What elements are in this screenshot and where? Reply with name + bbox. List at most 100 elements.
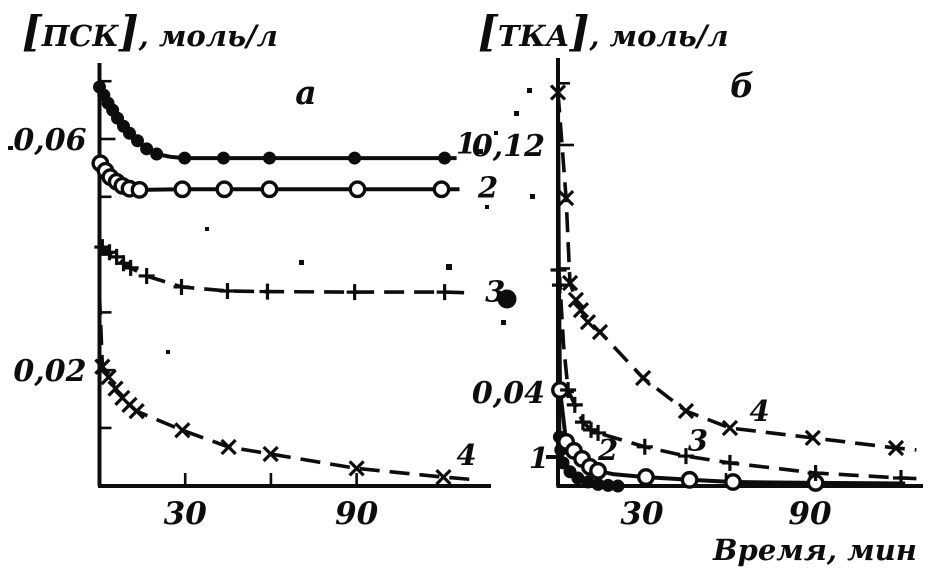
plus-marker [219, 282, 236, 299]
filled-circle-marker [601, 478, 615, 492]
plus-marker [583, 421, 600, 438]
y-axis-title-part: , моль/л [588, 19, 728, 53]
cross-marker [567, 291, 585, 309]
ink-blob [497, 289, 517, 309]
filled-circle-marker [140, 142, 154, 156]
open-circle-marker [260, 180, 279, 199]
curve-label-b-3: 3 [688, 423, 708, 457]
cross-marker [348, 460, 365, 477]
filled-circle-marker [438, 151, 452, 165]
filled-circle-marker [178, 151, 192, 165]
open-circle-marker [130, 180, 149, 199]
curve-label-a-4: 4 [457, 438, 477, 472]
scan-speck [501, 320, 506, 325]
plus-marker [566, 396, 583, 413]
y-axis-title-part: [ [478, 7, 499, 56]
cross-marker [677, 402, 695, 420]
y-tick-label: 0,04 [472, 376, 545, 411]
filled-circle-marker [216, 151, 230, 165]
open-circle-marker [348, 180, 367, 199]
scan-speck [205, 227, 209, 231]
cross-marker [549, 84, 567, 101]
series-b-3-markers [550, 261, 909, 486]
plus-marker [138, 267, 155, 284]
y-axis-title-part: , моль/л [138, 19, 278, 53]
open-circle-marker [173, 180, 192, 199]
filled-circle-marker [591, 477, 605, 491]
cross-marker [435, 468, 452, 486]
y-tick-label: 0,06 [13, 123, 86, 158]
open-circle-marker [724, 473, 742, 491]
x-tick-label: 90 [788, 496, 832, 532]
scan-speck [8, 146, 13, 150]
cross-marker [557, 189, 575, 207]
plus-marker [436, 284, 453, 301]
plus-marker [590, 424, 607, 441]
curve-label-b-1: 1 [529, 441, 549, 475]
panel-label-a: а [295, 73, 316, 112]
filled-circle-marker [581, 475, 595, 489]
filled-circle-marker [348, 151, 362, 165]
y-axis-title-b: [ТКА], моль/л [478, 7, 729, 56]
y-axis-title-part: ПСК [41, 19, 119, 53]
scan-speck [527, 88, 532, 93]
scan-speck [494, 131, 498, 135]
cross-marker [721, 419, 739, 437]
scan-speck [299, 260, 304, 265]
filled-circle-marker [262, 151, 276, 165]
plus-marker [173, 278, 190, 295]
plus-marker [636, 438, 653, 455]
scan-speck [446, 264, 452, 270]
cross-marker [128, 403, 145, 420]
plus-marker [259, 283, 276, 300]
series-b-4-markers [549, 84, 905, 457]
open-circle-marker [432, 180, 451, 199]
cross-marker [94, 358, 111, 375]
plus-marker [551, 277, 568, 294]
plus-marker [893, 469, 909, 486]
plus-marker [560, 382, 577, 399]
series-a-2-line [97, 154, 460, 192]
cross-marker [220, 438, 237, 456]
cross-marker [634, 369, 652, 387]
filled-circle-marker [611, 479, 625, 493]
scan-speck [478, 149, 483, 154]
y-axis-title-part: [ [22, 7, 43, 56]
y-axis-title-part: ] [118, 7, 139, 56]
series-b-2-markers [551, 381, 825, 492]
series-a-4-markers [94, 358, 452, 486]
cross-marker [262, 445, 279, 463]
cross-marker [591, 323, 609, 341]
cross-marker [174, 422, 191, 439]
y-axis-title-part: ] [568, 7, 589, 56]
filled-circle-marker [556, 456, 570, 470]
plus-marker [677, 448, 694, 465]
filled-circle-marker [130, 134, 144, 148]
scan-speck [530, 194, 535, 199]
x-tick-label: 90 [335, 496, 379, 532]
scan-artifacts [8, 88, 557, 459]
series-b-4-line [556, 92, 917, 452]
filled-circle-marker [150, 147, 164, 161]
filled-circle-marker [571, 471, 585, 485]
cross-marker [572, 301, 590, 319]
y-axis-title-part: ТКА [498, 19, 570, 53]
open-circle-marker [215, 180, 234, 199]
cross-marker [107, 380, 124, 397]
cross-marker [887, 439, 905, 457]
x-axis-title: Время, мин [712, 533, 917, 567]
series-a-3-markers [94, 239, 453, 301]
series-b-3-line [556, 89, 917, 481]
cross-marker [561, 274, 579, 292]
curve-label-b-2: 2 [597, 433, 618, 467]
x-tick-label: 30 [164, 496, 208, 532]
plus-marker [550, 261, 567, 278]
scan-speck [514, 111, 519, 116]
panel-b: 0,04 0,12 30 90 1 2 3 4 [ТКА], моль/лб [472, 7, 923, 532]
series-a-2-markers [91, 154, 451, 199]
plus-marker [122, 259, 139, 276]
scan-speck [485, 205, 489, 209]
series-a-3-line [97, 239, 466, 295]
open-circle-marker [680, 470, 699, 489]
